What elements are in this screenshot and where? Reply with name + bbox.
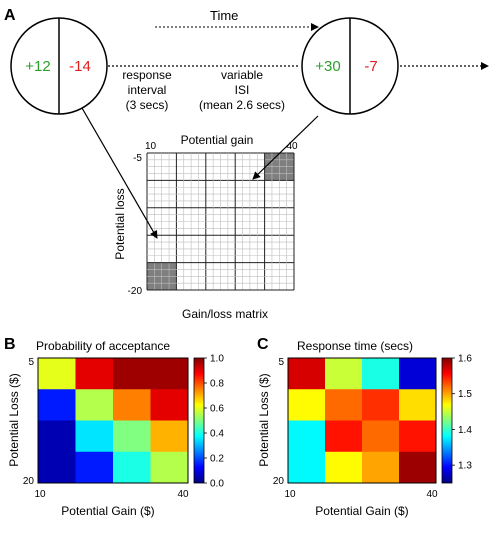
colorbar-c-ticks: 1.6 1.5 1.4 1.3 [452,354,472,472]
matrix-x-max: 40 [286,141,298,152]
panel-c-title: Response time (secs) [297,339,413,353]
matrix-grid [146,152,295,291]
colorbar-c-tick-label: 1.4 [458,425,472,436]
heatmap-c-cell [399,420,437,453]
heatmap-b-cell [113,451,151,484]
colorbar-c-tick-label: 1.3 [458,461,472,472]
right-gamble-circle: +30 -7 [301,17,399,115]
heatmap-b-cell [38,420,76,453]
heatmap-b-cell [38,451,76,484]
colorbar-b-ticks: 1.0 0.8 0.6 0.4 0.2 0.0 [204,354,224,490]
heatmap-b-frame [37,357,189,484]
colorbar-b-tick-label: 1.0 [210,354,224,365]
heatmap-b-cell [150,358,189,390]
colorbar-b-tick-label: 0.4 [210,429,224,440]
colorbar-b-tick-label: 0.0 [210,479,224,490]
panel-b-xtick-left: 10 [34,489,46,500]
isi-label: variable ISI (mean 2.6 secs) [199,68,285,112]
left-to-matrix-arrow [81,107,158,239]
heatmap-b-cell [38,389,76,421]
heatmap-c-cell [288,451,326,484]
svg-text:response: response [122,68,172,82]
heatmap-c-cell [362,451,400,484]
panel-c-xtick-right: 40 [426,489,438,500]
panel-c-letter: C [257,336,269,353]
svg-text:(mean 2.6 secs): (mean 2.6 secs) [199,98,285,112]
gain-loss-matrix: Potential gain 10 40 -5 -20 Potential lo… [113,133,298,321]
matrix-x-min: 10 [145,141,157,152]
heatmap-b-cell [150,420,189,453]
heatmap-b-cell [75,358,114,390]
svg-text:interval: interval [128,83,167,97]
panel-c-ytick-bottom: 20 [273,476,285,487]
svg-text:(3 secs): (3 secs) [126,98,169,112]
heatmap-c-cell [325,420,363,453]
panel-c-ylabel: Potential Loss ($) [257,373,271,466]
heatmap-b-cell [113,358,151,390]
matrix-y-max: -20 [128,286,143,297]
panel-b-xtick-right: 40 [177,489,189,500]
right-loss-text: -7 [364,58,377,75]
panel-a: A Time +12 -14 +30 -7 response interval … [4,7,489,321]
matrix-y-min: -5 [133,153,142,164]
heatmap-c-cells [288,358,437,484]
panel-c: C Response time (secs) 5 20 10 40 Potent… [257,336,472,518]
heatmap-c-cell [399,358,437,390]
response-interval-label: response interval (3 secs) [122,68,172,112]
heatmap-c-cell [325,389,363,421]
colorbar-c [441,357,453,484]
heatmap-b-cell [38,358,76,390]
panel-b-letter: B [4,336,16,353]
panel-b-ylabel: Potential Loss ($) [7,373,21,466]
heatmap-b-cell [150,389,189,421]
heatmap-b-cell [75,389,114,421]
heatmap-c-cell [362,389,400,421]
heatmap-b-cells [38,358,189,484]
matrix-top-label: Potential gain [181,133,254,147]
panel-b-xlabel: Potential Gain ($) [61,504,154,518]
colorbar-b-tick-label: 0.2 [210,454,224,465]
panel-c-xtick-left: 10 [284,489,296,500]
heatmap-b-cell [75,420,114,453]
left-gain-text: +12 [25,58,50,75]
heatmap-c-cell [288,420,326,453]
left-loss-text: -14 [69,58,91,75]
colorbar-c-tick-label: 1.5 [458,389,472,400]
colorbar-b [193,357,205,484]
heatmap-c-cell [288,358,326,390]
panel-c-ytick-top: 5 [278,357,284,368]
left-gamble-circle: +12 -14 [10,17,108,115]
heatmap-c-cell [288,389,326,421]
heatmap-c-cell [399,389,437,421]
heatmap-c-frame [287,357,437,484]
right-gain-text: +30 [315,58,340,75]
heatmap-b-cell [75,451,114,484]
panel-b-ytick-bottom: 20 [23,476,35,487]
colorbar-c-tick-label: 1.6 [458,354,472,365]
panel-b-title: Probability of acceptance [36,339,170,353]
heatmap-b-cell [113,389,151,421]
heatmap-b-cell [150,451,189,484]
colorbar-b-tick-label: 0.6 [210,404,224,415]
right-to-matrix-arrow [252,115,319,180]
matrix-side-label: Potential loss [113,188,127,259]
panel-b-ytick-top: 5 [28,357,34,368]
panel-b: B Probability of acceptance 5 20 10 40 P… [4,336,224,518]
heatmap-c-cell [325,358,363,390]
heatmap-c-cell [325,451,363,484]
panel-a-letter: A [4,7,16,24]
heatmap-c-cell [362,420,400,453]
time-label: Time [210,8,238,23]
panel-c-xlabel: Potential Gain ($) [315,504,408,518]
matrix-caption: Gain/loss matrix [182,307,268,321]
heatmap-c-cell [399,451,437,484]
svg-text:ISI: ISI [235,83,250,97]
heatmap-b-cell [113,420,151,453]
colorbar-b-tick-label: 0.8 [210,379,224,390]
svg-text:variable: variable [221,68,263,82]
heatmap-c-cell [362,358,400,390]
